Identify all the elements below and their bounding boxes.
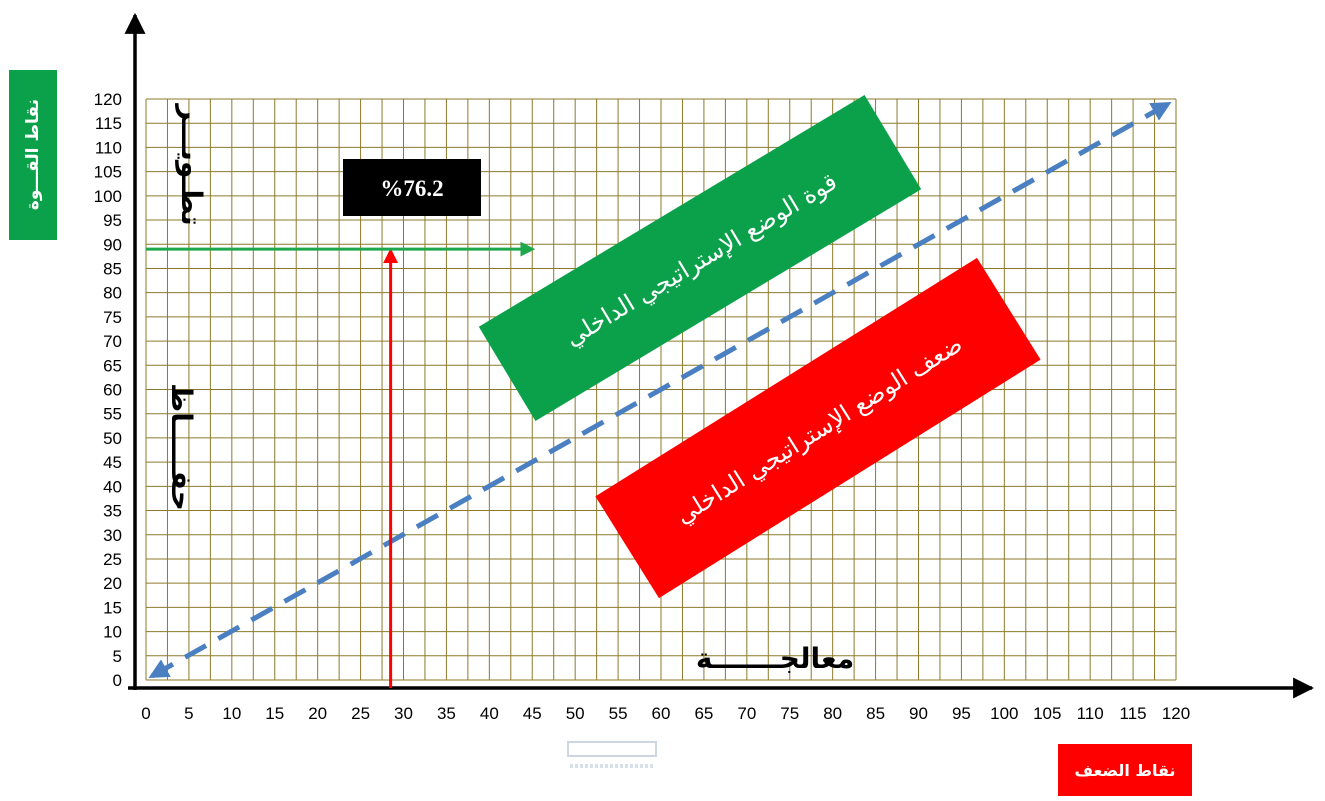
x-axis-title-text: نقاط الضعف <box>1074 760 1176 780</box>
x-tick-label: 70 <box>737 704 756 723</box>
y-tick-label: 65 <box>103 356 122 375</box>
x-tick-label: 25 <box>351 704 370 723</box>
y-tick-label: 55 <box>103 405 122 424</box>
x-tick-label: 105 <box>1033 704 1061 723</box>
x-tick-label: 65 <box>694 704 713 723</box>
y-tick-label: 60 <box>103 381 122 400</box>
x-tick-label: 20 <box>308 704 327 723</box>
x-tick-label: 40 <box>480 704 499 723</box>
y-tick-label: 5 <box>113 647 122 666</box>
x-tick-label: 60 <box>652 704 671 723</box>
y-tick-label: 75 <box>103 308 122 327</box>
y-tick-label: 110 <box>95 138 122 157</box>
y-tick-label: 105 <box>94 163 122 182</box>
x-tick-label: 45 <box>523 704 542 723</box>
treat-label: معالجـــــــة <box>696 642 854 675</box>
maintain-label: حفـــــاظ <box>165 383 198 511</box>
result-value-box <box>343 159 481 216</box>
y-tick-label: 45 <box>103 453 122 472</box>
x-tick-label: 35 <box>437 704 456 723</box>
x-tick-labels: 0 5 10 15 20 25 30 35 40 45 50 55 60 65 70 75 80 85 90 95 10… <box>141 704 1190 723</box>
y-tick-label: 40 <box>103 477 122 496</box>
diagonal-dashed-line <box>148 101 1172 679</box>
x-tick-label: 100 <box>990 704 1018 723</box>
y-tick-label: 10 <box>103 623 122 642</box>
y-tick-label: 95 <box>103 211 122 230</box>
y-tick-label: 30 <box>103 526 122 545</box>
y-tick-label: 90 <box>103 235 122 254</box>
x-tick-label: 120 <box>1162 704 1190 723</box>
x-tick-label: 50 <box>566 704 585 723</box>
x-tick-label: 110 <box>1077 704 1104 723</box>
y-tick-label: 15 <box>103 598 122 617</box>
y-tick-label: 35 <box>103 502 122 521</box>
develop-label: تطـويـــر <box>175 102 208 226</box>
x-axis-title: نقاط الضعف <box>1058 744 1192 796</box>
x-tick-label: 90 <box>909 704 928 723</box>
x-tick-label: 85 <box>866 704 885 723</box>
x-tick-label: 115 <box>1120 704 1147 723</box>
watermark-logo <box>567 741 657 768</box>
y-tick-label: 70 <box>103 332 122 351</box>
x-tick-label: 10 <box>222 704 241 723</box>
y-tick-label: 85 <box>103 259 122 278</box>
y-tick-label: 80 <box>103 284 122 303</box>
y-tick-label: 0 <box>113 671 122 690</box>
y-tick-label: 100 <box>94 187 122 206</box>
x-tick-label: 0 <box>141 704 150 723</box>
y-tick-label: 20 <box>103 574 122 593</box>
y-tick-label: 50 <box>103 429 122 448</box>
y-tick-labels: 0 5 10 15 20 25 30 35 40 45 50 55 60 65 70 75 80 85 90 95 10… <box>94 90 122 690</box>
x-tick-label: 95 <box>952 704 971 723</box>
y-tick-label: 120 <box>94 90 122 109</box>
x-tick-label: 75 <box>780 704 799 723</box>
x-tick-label: 5 <box>184 704 193 723</box>
x-tick-label: 80 <box>823 704 842 723</box>
x-tick-label: 30 <box>394 704 413 723</box>
result-value-label: %76.2 <box>380 176 443 201</box>
y-tick-label: 115 <box>95 114 122 133</box>
y-axis-title: نقاط القـــوة <box>9 70 57 240</box>
y-tick-label: 25 <box>103 550 122 569</box>
x-tick-label: 15 <box>265 704 284 723</box>
x-tick-label: 55 <box>609 704 628 723</box>
y-axis-title-text: نقاط القـــوة <box>23 99 43 211</box>
